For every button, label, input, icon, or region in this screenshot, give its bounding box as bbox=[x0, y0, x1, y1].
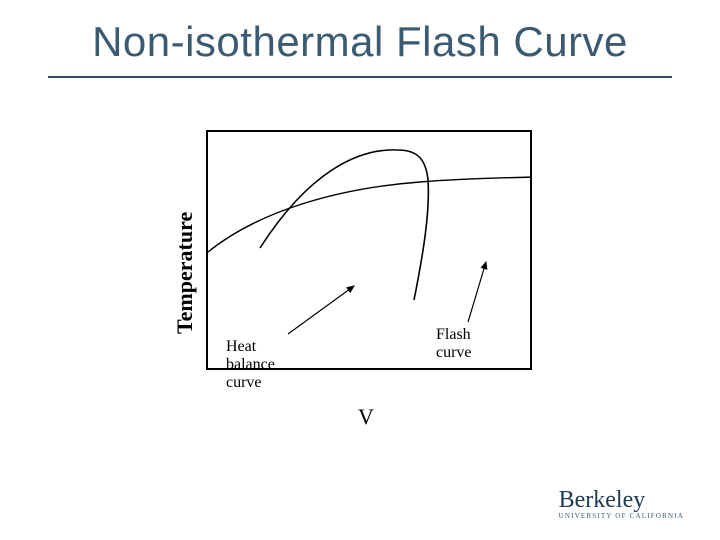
chart-svg bbox=[0, 0, 720, 540]
flash-curve bbox=[208, 177, 532, 252]
heat-balance-curve bbox=[260, 150, 428, 300]
heat-balance-arrow bbox=[288, 286, 354, 334]
berkeley-logo: Berkeley UNIVERSITY OF CALIFORNIA bbox=[559, 487, 684, 520]
slide: { "title": { "text": "Non-isothermal Fla… bbox=[0, 0, 720, 540]
flash-arrow bbox=[468, 262, 486, 322]
logo-text: Berkeley bbox=[559, 487, 646, 513]
logo-subtext: UNIVERSITY OF CALIFORNIA bbox=[559, 512, 684, 520]
